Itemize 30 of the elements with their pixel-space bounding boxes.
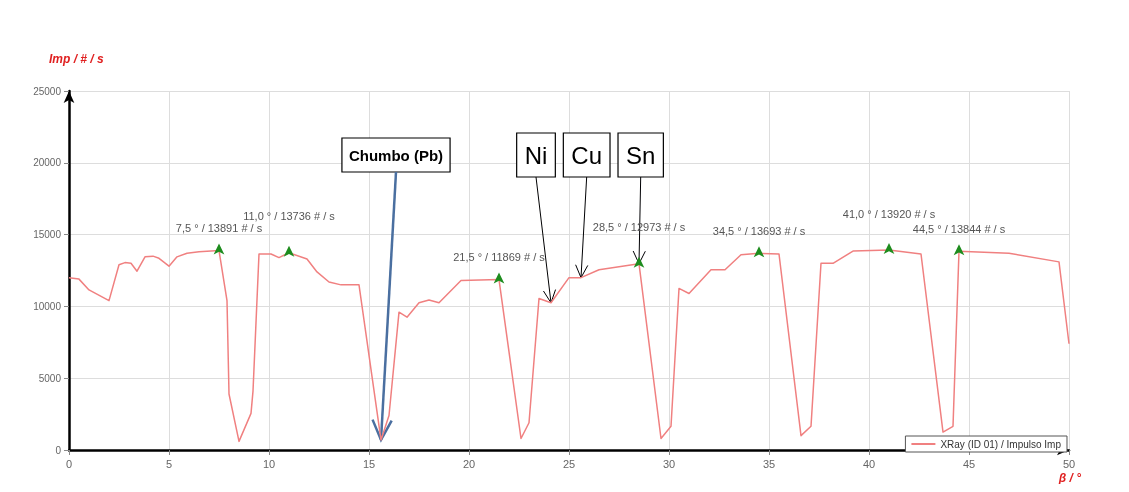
x-tick-label: 0: [65, 457, 73, 470]
y-tick-label: 10000: [33, 300, 62, 312]
annotation: Cu: [571, 141, 603, 169]
annotation: Sn: [626, 141, 656, 169]
x-tick-label: 30: [662, 457, 676, 470]
data-label: 41,0 ° / 13920 # / s: [842, 207, 936, 220]
annotation: Chumbo (Pb): [348, 146, 444, 164]
x-tick-label: 40: [862, 457, 876, 470]
y-axis-title: Imp / # / s: [49, 52, 105, 66]
x-tick-label: 5: [165, 457, 173, 470]
y-tick-label: 5000: [38, 372, 62, 384]
y-tick-label: 0: [55, 444, 62, 456]
data-label: 11,0 ° / 13736 # / s: [243, 210, 336, 223]
annotation: Ni: [524, 141, 548, 169]
y-tick-label: 25000: [33, 85, 62, 97]
data-label: 34,5 ° / 13693 # / s: [712, 224, 806, 237]
x-tick-label: 25: [562, 457, 576, 470]
data-label: 21,5 ° / 11869 # / s: [453, 251, 546, 264]
x-tick-label: 50: [1062, 457, 1076, 470]
x-tick-label: 20: [462, 457, 476, 470]
x-axis-title: β / °: [1057, 471, 1082, 485]
legend-label: XRay (ID 01) / Impulso Imp: [940, 438, 1062, 450]
data-label: 44,5 ° / 13844 # / s: [912, 222, 1006, 235]
x-tick-label: 15: [362, 457, 376, 470]
x-tick-label: 35: [762, 457, 776, 470]
x-tick-label: 10: [262, 457, 276, 470]
data-label: 7,5 ° / 13891 # / s: [175, 222, 263, 235]
y-tick-label: 20000: [33, 157, 62, 169]
x-tick-label: 45: [962, 457, 976, 470]
y-tick-label: 15000: [33, 229, 62, 241]
